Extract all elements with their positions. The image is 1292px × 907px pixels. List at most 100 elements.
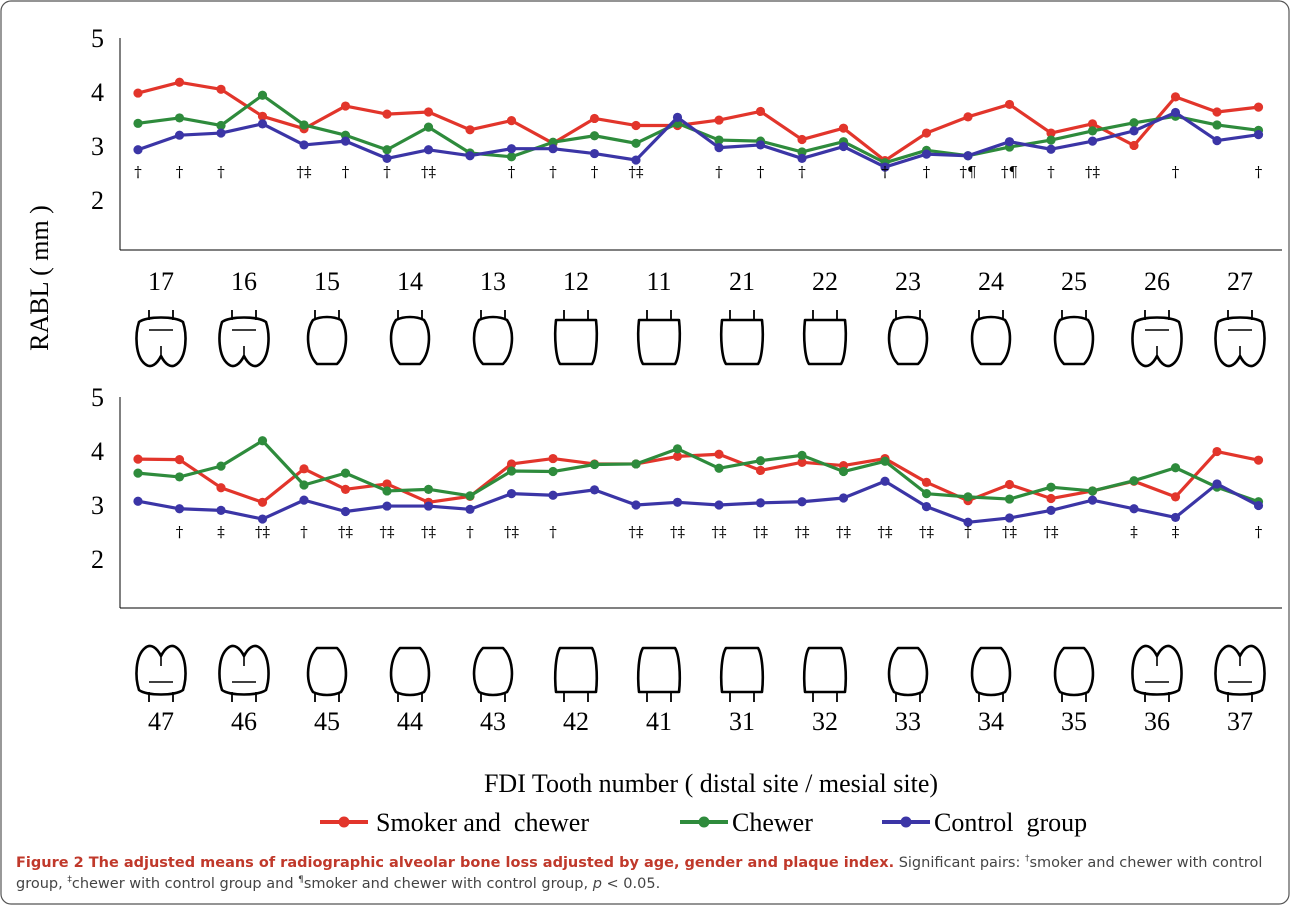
lower-point-control	[672, 497, 683, 507]
upper-point-chewer	[1212, 120, 1222, 130]
lower-y-tick-2: 2	[91, 545, 104, 574]
lower-point-chewer	[672, 444, 683, 454]
lower-point-control	[1253, 500, 1264, 511]
upper-tooth-number-labels: 17 16 15 14 13 12 11 21 22 23 24 25 26 27	[148, 267, 1253, 296]
lower-significance-mark: †‡	[1002, 523, 1018, 541]
caption-pair-3: smoker and chewer with control group,	[303, 876, 593, 892]
upper-tooth-label-14: 14	[397, 267, 423, 296]
legend-label-chewer: Chewer	[732, 808, 813, 837]
upper-point-control	[797, 153, 807, 164]
lower-point-chewer	[1087, 486, 1098, 496]
upper-significance-mark: †	[383, 163, 391, 181]
upper-point-control	[589, 148, 600, 159]
upper-point-chewer	[1129, 118, 1139, 128]
upper-point-control	[1129, 126, 1139, 136]
upper-point-smoker-chewer	[963, 112, 973, 122]
lower-tooth-icon	[553, 646, 599, 702]
lower-tooth-icon	[719, 646, 765, 702]
lower-point-smoker-chewer	[921, 477, 932, 487]
upper-significance-mark: †	[591, 163, 599, 181]
lower-tooth-label-37: 37	[1227, 707, 1253, 736]
upper-point-control	[1004, 137, 1015, 147]
lower-y-tick-3: 3	[91, 491, 104, 520]
lower-tooth-icon	[135, 644, 187, 702]
lower-point-control	[755, 498, 766, 508]
upper-tooth-label-27: 27	[1227, 267, 1253, 296]
upper-point-control	[1046, 144, 1056, 154]
lower-tooth-icon	[802, 646, 848, 702]
upper-point-smoker-chewer	[1087, 119, 1098, 129]
upper-point-smoker-chewer	[382, 109, 392, 119]
upper-significance-mark: †	[1172, 163, 1180, 181]
lower-point-control	[174, 504, 185, 514]
lower-tooth-label-36: 36	[1144, 707, 1170, 736]
upper-point-chewer	[133, 118, 143, 128]
lower-point-chewer	[838, 466, 849, 477]
upper-y-tick-4: 4	[91, 78, 104, 107]
upper-tooth-icon	[636, 310, 682, 366]
lower-point-smoker-chewer	[382, 479, 392, 489]
lower-tooth-icon	[636, 646, 682, 702]
upper-significance-mark: †	[881, 163, 889, 181]
caption-pair-2: chewer with control group and	[71, 876, 299, 892]
lower-tooth-label-42: 42	[563, 707, 589, 736]
upper-tooth-label-11: 11	[646, 267, 671, 296]
lower-tooth-icon	[970, 646, 1012, 702]
caption-pair-1: smoker and chewer with control group,	[16, 855, 1263, 892]
upper-point-smoker-chewer	[506, 116, 517, 126]
upper-tooth-icon	[135, 310, 187, 368]
upper-point-chewer	[631, 138, 641, 148]
lower-point-control	[1004, 513, 1015, 523]
lower-point-smoker-chewer	[257, 497, 268, 507]
lower-point-control	[257, 514, 268, 524]
lower-point-control	[880, 476, 890, 486]
upper-point-smoker-chewer	[1129, 140, 1139, 151]
upper-point-control	[1087, 136, 1098, 146]
upper-tooth-icon	[389, 310, 431, 366]
upper-point-chewer	[548, 137, 558, 147]
upper-point-chewer	[257, 90, 268, 100]
lower-point-smoker-chewer	[672, 451, 683, 461]
upper-point-smoker-chewer	[1004, 99, 1015, 110]
upper-point-smoker-chewer	[1170, 92, 1181, 102]
upper-point-chewer	[382, 145, 392, 155]
lower-point-chewer	[133, 468, 143, 478]
upper-tooth-icon	[553, 310, 599, 366]
lower-significance-mark: †	[964, 523, 972, 541]
lower-point-smoker-chewer	[299, 464, 309, 474]
lower-point-control	[589, 485, 600, 495]
upper-tooth-label-26: 26	[1144, 267, 1170, 296]
lower-significance-mark: †‡	[504, 523, 520, 541]
upper-tooth-icon	[306, 310, 348, 366]
lower-tooth-label-35: 35	[1061, 707, 1087, 736]
lower-point-chewer	[299, 480, 309, 490]
legend-marker-control	[900, 816, 912, 828]
lower-tooth-icon	[472, 646, 514, 702]
lower-point-chewer	[714, 463, 724, 473]
upper-significance-mark: †	[1047, 163, 1055, 181]
lower-significance-mark: †‡	[1044, 523, 1060, 541]
legend-label-smoker-chewer: Smoker and chewer	[376, 808, 589, 837]
upper-point-smoker-chewer	[755, 106, 766, 117]
lower-point-chewer	[880, 456, 890, 466]
upper-tooth-label-24: 24	[978, 267, 1004, 296]
lower-tooth-label-33: 33	[895, 707, 921, 736]
lower-significance-mark: †	[466, 523, 474, 541]
upper-point-smoker-chewer	[257, 111, 268, 121]
lower-tooth-icon	[1131, 644, 1183, 702]
upper-point-control	[672, 112, 683, 122]
lower-significance-mark: †	[1255, 523, 1263, 541]
upper-significance-mark: †‡	[629, 163, 645, 181]
lower-significance-mark: ‡	[1172, 523, 1180, 541]
legend-label-control: Control group	[934, 808, 1087, 837]
lower-point-smoker-chewer	[1212, 446, 1222, 457]
lower-y-tick-5: 5	[91, 383, 104, 412]
lower-point-chewer	[921, 489, 932, 499]
upper-point-smoker-chewer	[838, 123, 849, 133]
lower-point-smoker-chewer	[174, 455, 185, 465]
lower-point-chewer	[797, 450, 807, 460]
upper-point-smoker-chewer	[589, 113, 600, 124]
caption-intro: Significant pairs:	[894, 855, 1025, 871]
upper-point-control	[299, 140, 309, 150]
